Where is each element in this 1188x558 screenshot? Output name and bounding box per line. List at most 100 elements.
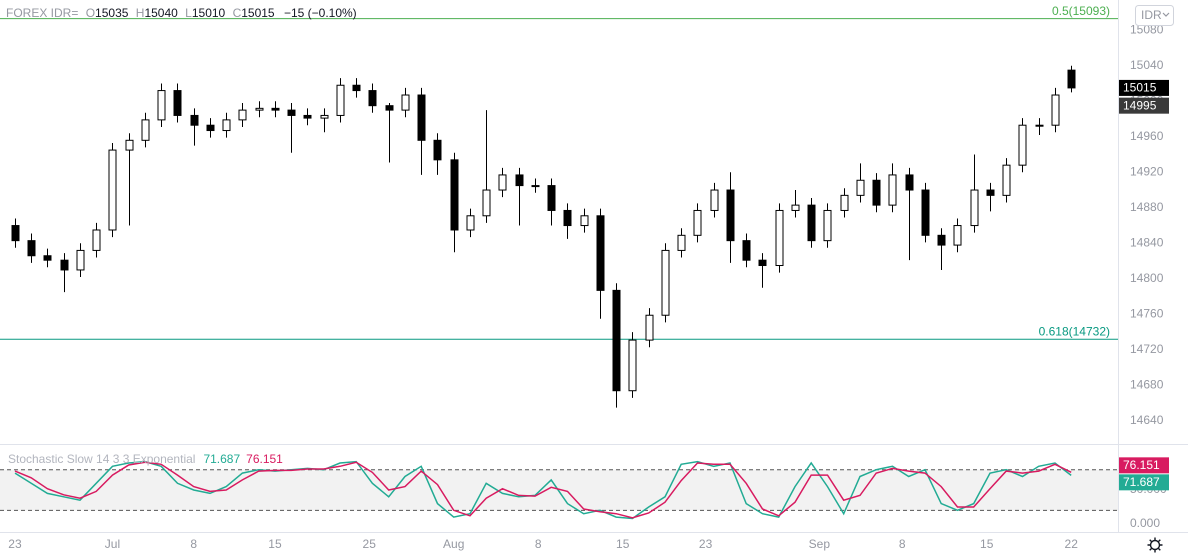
candle-body [417, 94, 426, 141]
candle-body [255, 107, 264, 111]
candle-body [287, 109, 296, 116]
indicator-label-box [1119, 457, 1169, 474]
candle-body [791, 204, 800, 211]
settings-button[interactable] [1147, 537, 1163, 553]
y-tick-label: 14760 [1130, 307, 1164, 321]
candle-body [190, 114, 199, 126]
candle-body [498, 174, 507, 191]
candle-body [840, 194, 849, 211]
candle-body [758, 259, 767, 267]
candle-body [238, 109, 247, 121]
open-value: 15035 [95, 6, 129, 20]
candle-body [596, 215, 605, 291]
candle-body [108, 149, 117, 231]
candle-body [628, 339, 637, 392]
candle-body [206, 124, 215, 132]
candle-body [677, 234, 686, 251]
x-tick-label: Aug [443, 537, 464, 551]
candle-body [856, 179, 865, 196]
candle-body [92, 229, 101, 251]
x-tick-label: 8 [535, 537, 542, 551]
currency-button-label[interactable]: IDR [1141, 8, 1162, 22]
y-tick-label: 14840 [1130, 235, 1164, 249]
stochastic-pane: Stochastic Slow 14 3 3 Exponential 71.687… [0, 452, 1118, 520]
candle-body [547, 185, 556, 211]
candle-body [905, 174, 914, 191]
candle-body [320, 114, 329, 119]
y-tick-label: 14720 [1130, 342, 1164, 356]
fib-level-label: 0.618(14732) [1039, 324, 1110, 338]
price-label-box [1119, 97, 1169, 114]
candle-body [27, 240, 36, 257]
candle-body [921, 189, 930, 236]
candle-body [888, 174, 897, 206]
candle-body [401, 94, 410, 111]
indicator-title: Stochastic Slow 14 3 3 Exponential [8, 452, 195, 466]
y-tick-label: 14920 [1130, 164, 1164, 178]
currency-button-frame[interactable] [1135, 5, 1174, 26]
candle-body [173, 90, 182, 116]
candle-body [515, 174, 524, 187]
indicator-value: 71.687 [203, 452, 240, 466]
candle-body [970, 189, 979, 227]
candle-body [157, 90, 166, 121]
indicator-label: 76.151 [1123, 458, 1160, 472]
open-label: O [86, 6, 95, 20]
candle-body [43, 255, 52, 261]
x-tick-label: Jul [105, 537, 120, 551]
candle-body [11, 225, 20, 242]
change-value: −15 (−0.10%) [284, 6, 357, 20]
x-tick-label: 15 [616, 537, 630, 551]
candle-body [352, 84, 361, 92]
close-label: C [233, 6, 242, 20]
candle-body [303, 114, 312, 119]
x-tick-label: 23 [8, 537, 22, 551]
candle-body [531, 185, 540, 188]
candle-body [807, 204, 816, 242]
y-tick-label: 14880 [1130, 200, 1164, 214]
indicator-label: 71.687 [1123, 475, 1160, 489]
candle-body [661, 249, 670, 316]
candle-body [141, 119, 150, 141]
candle-body [1002, 164, 1011, 196]
y-tick-label: 14680 [1130, 378, 1164, 392]
currency-button[interactable]: IDR [1135, 5, 1174, 26]
settings-gear[interactable] [1149, 539, 1161, 551]
y-tick-label: 14800 [1130, 271, 1164, 285]
y-tick-label: 14960 [1130, 129, 1164, 143]
x-tick-label: 23 [699, 537, 713, 551]
candle-body [823, 209, 832, 242]
price-pane: 0.5(15093) 0.618(14732) [0, 4, 1118, 408]
candle-body [482, 189, 491, 217]
axes: 23 Jul 8 15 25 Aug 8 15 23 Sep 8 15 22 14640 14680 1472… [8, 22, 1169, 551]
price-label: 15015 [1123, 81, 1157, 95]
candle-body [1018, 124, 1027, 166]
candle-body [60, 259, 69, 271]
y-tick-label: 0.000 [1130, 516, 1160, 530]
candle-body [76, 249, 85, 271]
candle-body [742, 240, 751, 261]
high-value: 15040 [144, 6, 178, 20]
candle-body [563, 209, 572, 227]
settings-gear-teeth[interactable] [1147, 537, 1163, 553]
symbol: FOREX IDR= [6, 6, 78, 20]
currency-button-caret[interactable] [1162, 12, 1170, 17]
price-label-box [1119, 79, 1169, 96]
x-tick-label: 22 [1065, 537, 1079, 551]
candle-body [1067, 69, 1076, 89]
x-tick-label: 8 [899, 537, 906, 551]
candle-body [726, 189, 735, 242]
x-tick-label: 8 [190, 537, 197, 551]
candle-body [1035, 124, 1044, 127]
close-value: 15015 [241, 6, 275, 20]
candle-body [872, 179, 881, 206]
candle-body [645, 314, 654, 341]
candle-body [125, 139, 134, 151]
x-tick-label: 15 [980, 537, 994, 551]
stochastic-line [14, 461, 1072, 519]
low-value: 15010 [192, 6, 226, 20]
candle-body [710, 189, 719, 211]
